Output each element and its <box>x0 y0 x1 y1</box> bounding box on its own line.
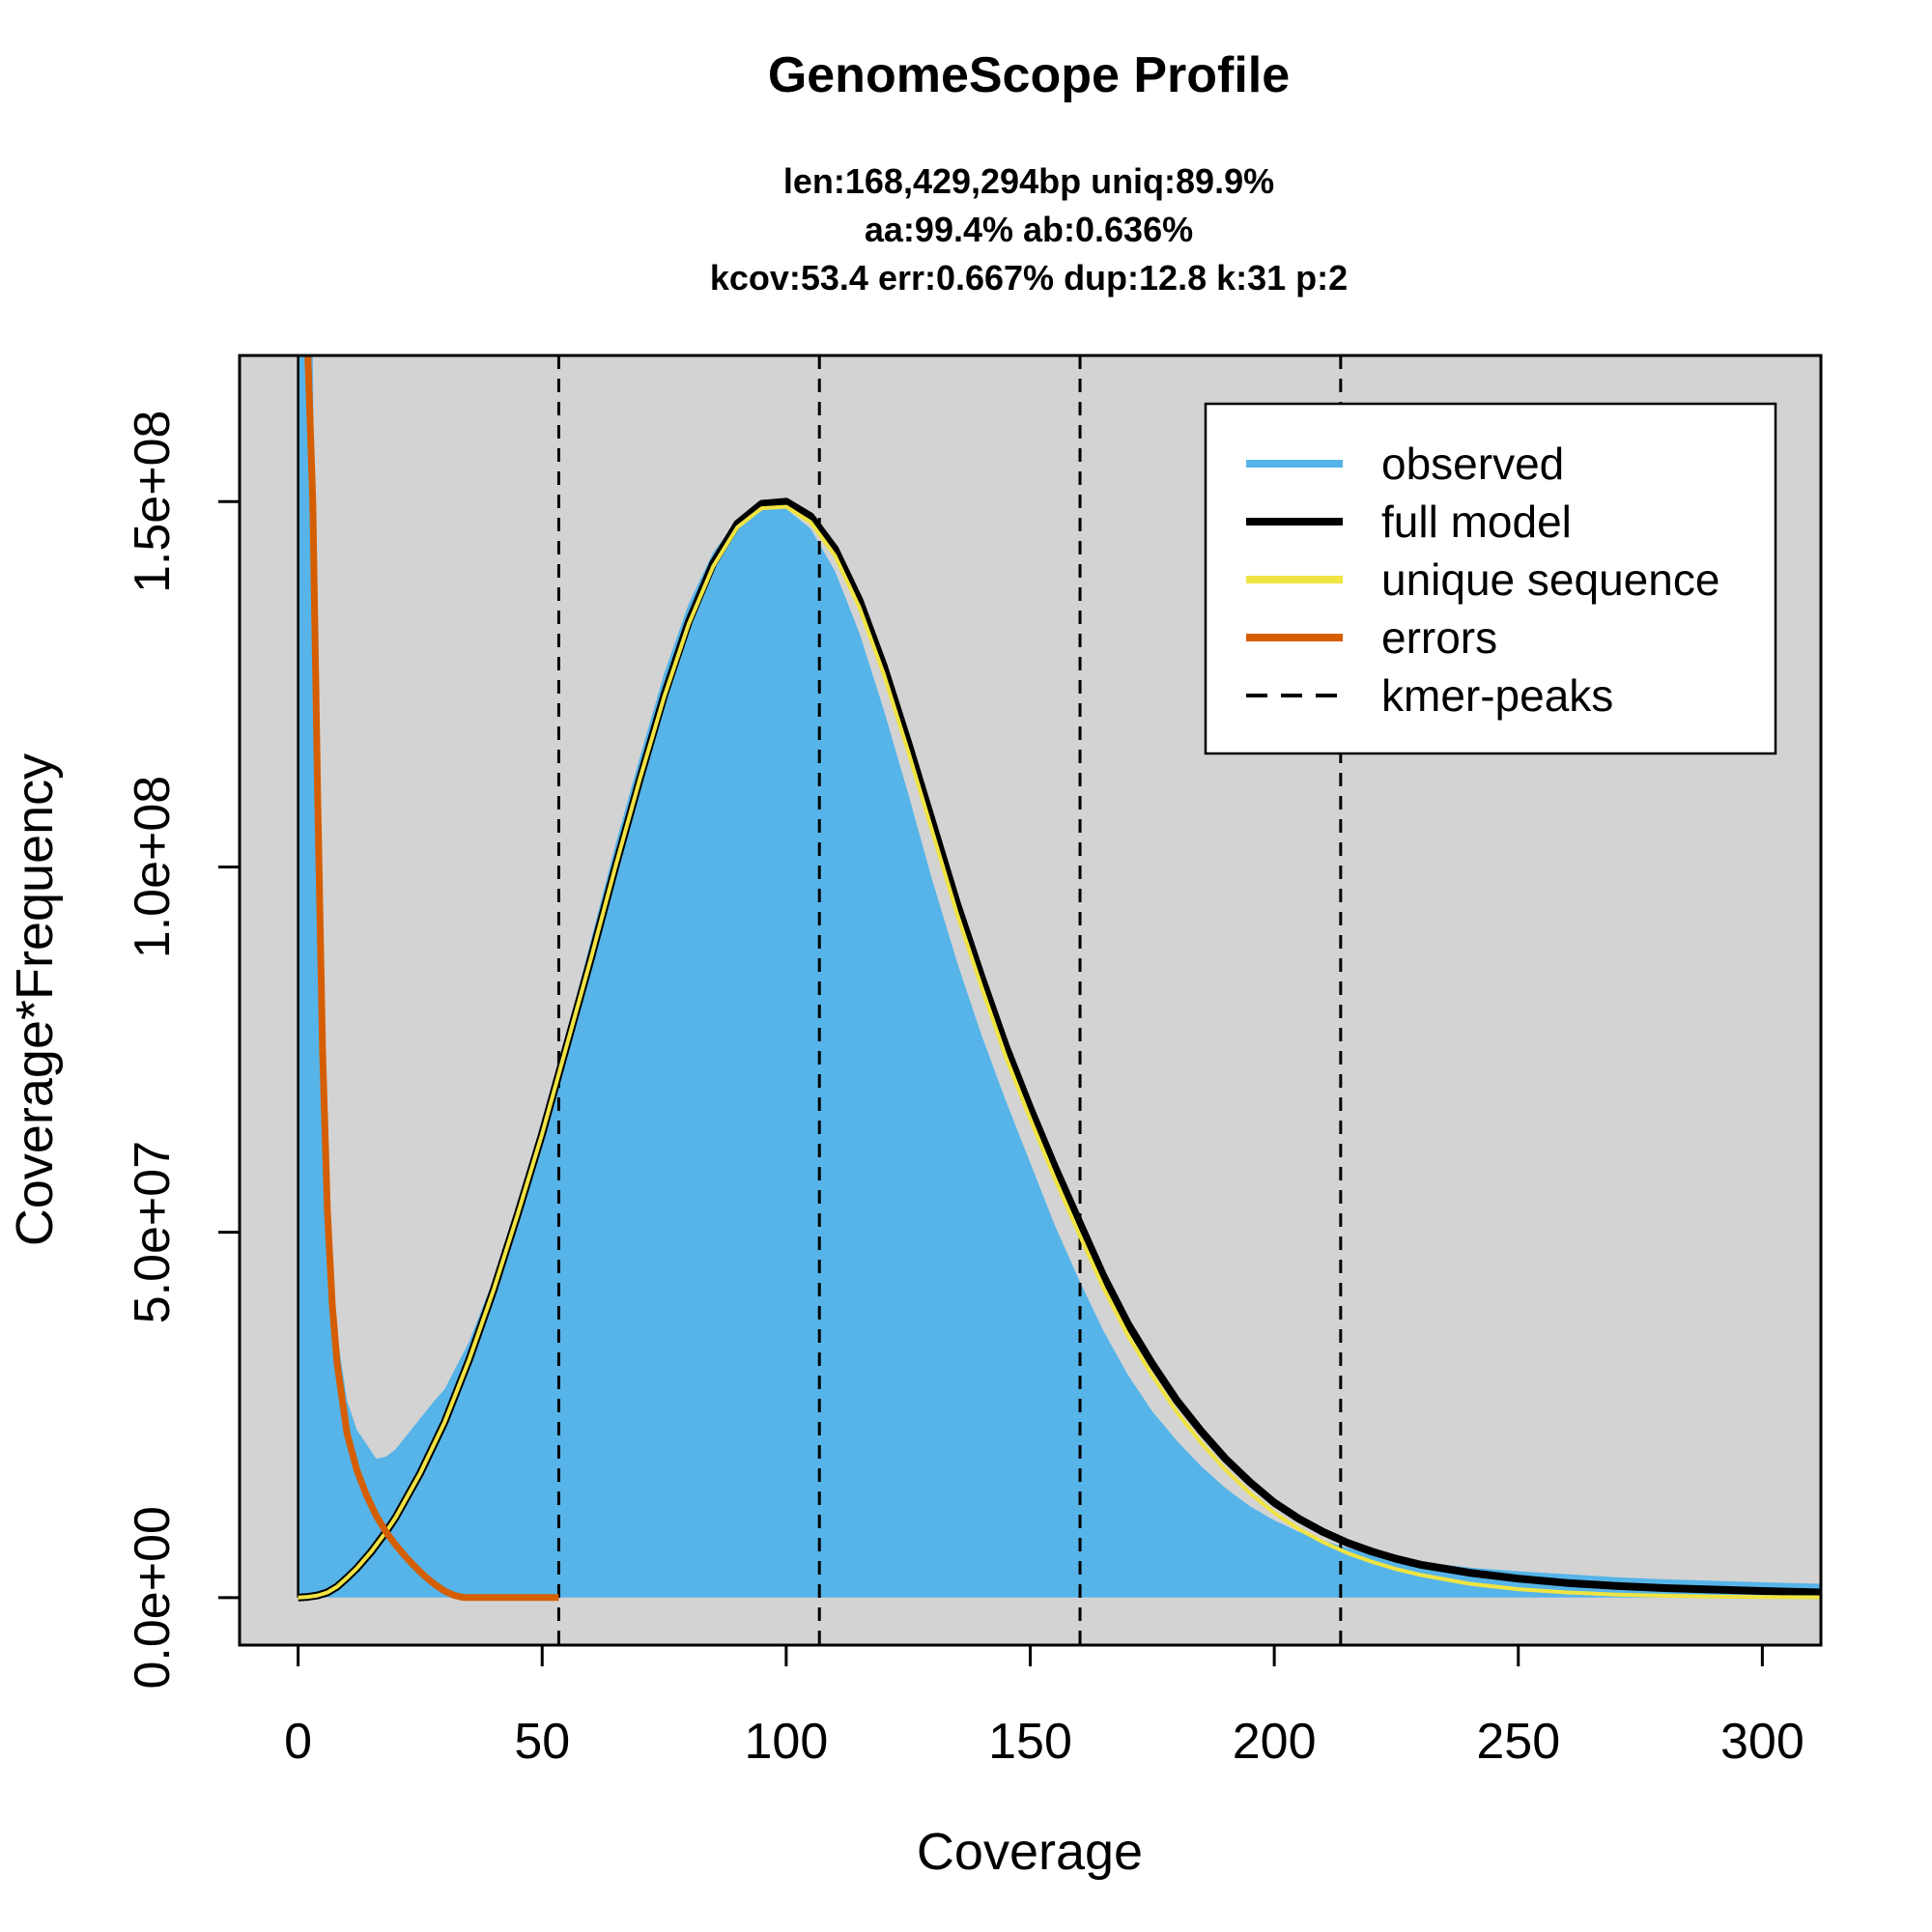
legend-label-errors: errors <box>1381 612 1497 663</box>
legend: observed full model unique sequence erro… <box>1204 402 1777 755</box>
x-axis-label: Coverage <box>917 1823 1143 1881</box>
chart-title: GenomeScope Profile <box>768 47 1290 103</box>
y-tick-label-0: 0.0e+00 <box>125 1506 181 1689</box>
chart-subtitle-line-2: aa:99.4% ab:0.636% <box>865 210 1193 249</box>
legend-label-observed: observed <box>1381 439 1564 489</box>
x-tick-label-150: 150 <box>988 1714 1072 1770</box>
x-tick-label-250: 250 <box>1476 1714 1560 1770</box>
x-tick-label-0: 0 <box>284 1714 312 1770</box>
unique-sequence-line <box>298 504 1822 1600</box>
errors-line <box>304 355 559 1602</box>
x-tick-label-300: 300 <box>1720 1714 1804 1770</box>
observed-area-group <box>297 355 1822 1598</box>
y-tick-label-3: 1.5e+08 <box>125 411 181 593</box>
model-lines-group <box>298 355 1822 1602</box>
y-axis: 0.0e+00 5.0e+07 1.0e+08 1.5e+08 <box>125 411 240 1690</box>
observed-area <box>298 355 1822 1598</box>
x-tick-label-50: 50 <box>514 1714 570 1770</box>
chart-subtitle-line-3: kcov:53.4 err:0.667% dup:12.8 k:31 p:2 <box>710 258 1348 298</box>
y-tick-label-2: 1.0e+08 <box>125 776 181 958</box>
x-axis: 0 50 100 150 200 250 300 <box>284 1643 1804 1770</box>
legend-label-kmer-peaks: kmer-peaks <box>1381 670 1613 721</box>
y-tick-label-1: 5.0e+07 <box>125 1141 181 1323</box>
y-axis-label: Coverage*Frequency <box>6 753 64 1246</box>
chart-subtitle-line-1: len:168,429,294bp uniq:89.9% <box>783 161 1274 201</box>
x-tick-label-100: 100 <box>744 1714 828 1770</box>
legend-label-unique-sequence: unique sequence <box>1381 554 1719 605</box>
x-tick-label-200: 200 <box>1233 1714 1317 1770</box>
legend-label-full-model: full model <box>1381 497 1572 547</box>
